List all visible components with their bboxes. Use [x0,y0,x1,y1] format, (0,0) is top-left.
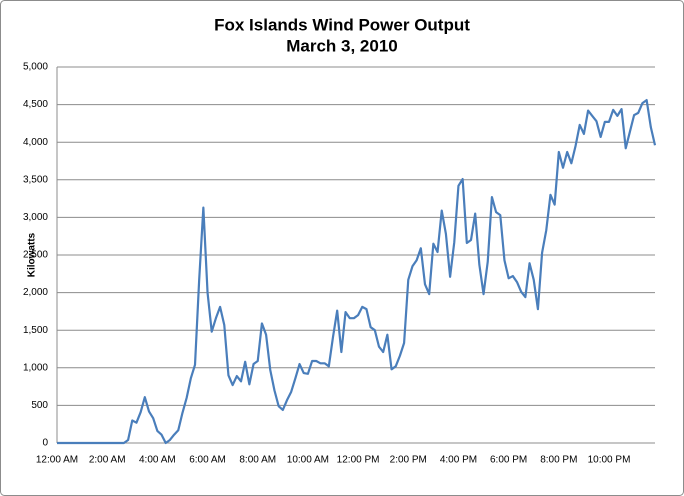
y-tick-label: 500 [31,400,48,411]
y-tick-label: 2,000 [23,287,48,298]
x-tick-label: 10:00 PM [588,455,631,466]
x-tick-label: 10:00 AM [287,455,329,466]
x-tick-label: 6:00 AM [189,455,226,466]
chart-title: Fox Islands Wind Power Output [214,15,470,34]
y-tick-label: 0 [42,438,48,449]
y-axis-label: Kilowatts [27,232,38,277]
x-tick-label: 8:00 PM [540,455,577,466]
chart-subtitle: March 3, 2010 [286,36,398,55]
x-tick-label: 12:00 AM [36,455,78,466]
y-tick-label: 3,500 [23,174,48,185]
x-tick-label: 12:00 PM [337,455,380,466]
y-tick-label: 4,000 [23,137,48,148]
y-tick-label: 5,000 [23,62,48,73]
x-tick-label: 4:00 AM [139,455,176,466]
y-tick-label: 1,500 [23,325,48,336]
y-tick-label: 4,500 [23,99,48,110]
data-line [57,98,657,445]
y-tick-label: 1,000 [23,362,48,373]
x-tick-label: 6:00 PM [490,455,527,466]
x-tick-label: 2:00 AM [89,455,126,466]
y-tick-label: 2,500 [23,250,48,261]
x-tick-label: 2:00 PM [390,455,427,466]
x-tick-label: 4:00 PM [440,455,477,466]
x-tick-label: 8:00 AM [239,455,276,466]
y-tick-label: 3,000 [23,212,48,223]
